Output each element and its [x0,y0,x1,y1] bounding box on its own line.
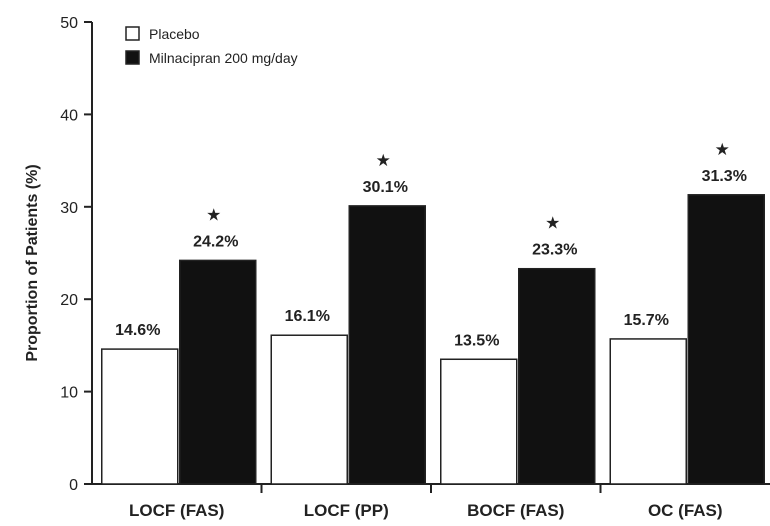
y-tick-label: 50 [60,15,78,32]
data-label: 31.3% [702,168,747,185]
data-label: 15.7% [624,312,669,329]
data-label: 14.6% [115,322,160,339]
data-label: 24.2% [193,233,238,250]
y-tick-label: 40 [60,107,78,124]
bars [101,194,765,485]
legend-swatch [125,26,140,41]
bar-placebo [270,334,348,485]
bar-milnacipran [348,205,426,485]
bar-placebo [440,358,518,485]
x-tick-label: LOCF (PP) [304,501,389,520]
significance-star: ★ [715,140,730,160]
data-label: 30.1% [363,179,408,196]
y-tick-label: 10 [60,385,78,402]
legend-label: Placebo [149,26,200,42]
legend: Placebo Milnacipran 200 mg/day [125,26,298,66]
bar-milnacipran [518,267,596,485]
x-ticks: LOCF (FAS) LOCF (PP) BOCF (FAS) OC (FAS) [129,484,723,520]
y-axis-title: Proportion of Patients (%) [24,164,41,361]
legend-label: Milnacipran 200 mg/day [149,50,298,66]
bar-milnacipran [179,259,257,485]
legend-swatch [125,50,140,65]
x-tick-label: BOCF (FAS) [467,501,564,520]
y-tick-label: 30 [60,200,78,217]
data-label: 13.5% [454,332,499,349]
x-tick-label: OC (FAS) [648,501,723,520]
y-ticks: 0 10 20 30 40 50 [60,15,92,494]
data-labels: 14.6% 24.2% ★ 16.1% 30.1% ★ 13.5% 23.3% ★ 15.7% 31… [115,140,747,349]
bar-placebo [101,348,179,485]
y-tick-label: 0 [69,477,78,494]
bar-milnacipran [687,194,765,485]
significance-star: ★ [376,151,391,171]
data-label: 16.1% [285,308,330,325]
data-label: 23.3% [532,242,577,259]
bar-placebo [609,338,687,485]
y-tick-label: 20 [60,292,78,309]
significance-star: ★ [545,214,560,234]
x-tick-label: LOCF (FAS) [129,501,224,520]
significance-star: ★ [206,205,221,225]
